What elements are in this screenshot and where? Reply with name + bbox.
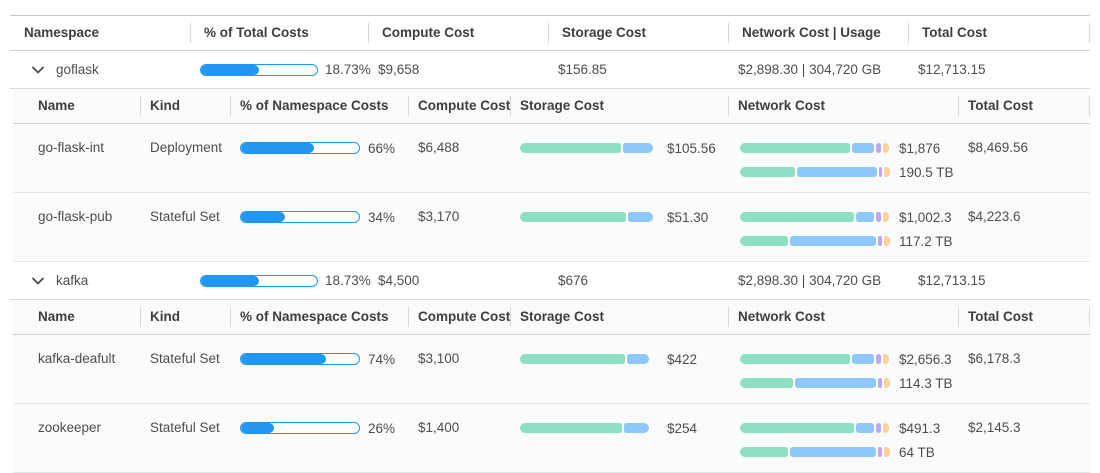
workload-total-cost: $8,469.56	[968, 140, 1029, 155]
workload-row-zookeeper[interactable]: zookeeper Stateful Set 26% $1,400 $254 $…	[13, 404, 1090, 473]
pct-total-costs-value: 18.73%	[325, 273, 371, 288]
pct-namespace-costs-bar	[240, 142, 360, 154]
pct-total-costs-value: 18.73%	[325, 62, 371, 77]
network-cost-bar	[740, 423, 890, 433]
namespace-row-goflask[interactable]: goflask 18.73% $9,658 $156.85 $2,898.30 …	[10, 51, 1090, 89]
workload-kind: Stateful Set	[150, 351, 220, 366]
workload-row-go-flask-int[interactable]: go-flask-int Deployment 66% $6,488 $105.…	[13, 124, 1090, 193]
column-header-pct-total-costs: % of Total Costs	[190, 16, 368, 50]
network-usage-bar	[740, 236, 890, 246]
network-cost-usage-value: $2,898.30 | 304,720 GB	[738, 62, 882, 77]
network-usage-bar	[740, 167, 890, 177]
workload-name: go-flask-int	[38, 140, 105, 155]
workload-compute-cost: $3,100	[418, 351, 460, 366]
subcolumn-header-total-cost: Total Cost	[958, 89, 1090, 123]
subcolumn-header-network-cost: Network Cost	[728, 89, 958, 123]
pct-total-costs-bar	[200, 274, 318, 287]
network-cost-bar	[740, 354, 890, 364]
subcolumn-header-network-cost: Network Cost	[728, 300, 958, 334]
subcolumn-header-total-cost: Total Cost	[958, 300, 1090, 334]
subcolumn-header-kind: Kind	[140, 89, 230, 123]
cost-table: Namespace % of Total Costs Compute Cost …	[10, 15, 1090, 473]
workload-network-cost: $2,656.3	[899, 351, 952, 367]
storage-cost-bar	[520, 354, 658, 364]
storage-cost-value: $676	[558, 273, 589, 288]
chevron-down-icon[interactable]	[32, 277, 44, 285]
pct-namespace-costs-value: 66%	[368, 140, 396, 156]
namespace-row-kafka[interactable]: kafka 18.73% $4,500 $676 $2,898.30 | 304…	[10, 262, 1090, 300]
column-header-network-cost-usage: Network Cost | Usage	[728, 16, 908, 50]
storage-cost-bar	[520, 423, 658, 433]
workloads-subtable-goflask: Name Kind % of Namespace Costs Compute C…	[13, 89, 1090, 262]
network-cost-bar	[740, 143, 890, 153]
workload-total-cost: $4,223.6	[968, 209, 1021, 224]
pct-total-costs-bar	[200, 63, 318, 76]
workloads-subtable-kafka: Name Kind % of Namespace Costs Compute C…	[13, 300, 1090, 473]
subcolumn-header-compute-cost: Compute Cost	[408, 300, 510, 334]
pct-namespace-costs-value: 74%	[368, 351, 396, 367]
workload-network-usage: 117.2 TB	[899, 233, 953, 249]
storage-cost-bar	[520, 143, 658, 153]
workload-network-usage: 190.5 TB	[899, 164, 954, 180]
subcolumn-header-storage-cost: Storage Cost	[510, 89, 728, 123]
network-cost-bar	[740, 212, 890, 222]
workload-row-go-flask-pub[interactable]: go-flask-pub Stateful Set 34% $3,170 $51…	[13, 193, 1090, 262]
workload-storage-cost: $105.56	[667, 140, 716, 156]
pct-namespace-costs-value: 26%	[368, 420, 396, 436]
subtable-header-row: Name Kind % of Namespace Costs Compute C…	[13, 300, 1090, 335]
subcolumn-header-pct-namespace-costs: % of Namespace Costs	[230, 89, 408, 123]
workload-network-cost: $491.3	[899, 420, 941, 436]
network-usage-bar	[740, 378, 890, 388]
column-header-namespace: Namespace	[24, 25, 100, 40]
workload-row-kafka-deafult[interactable]: kafka-deafult Stateful Set 74% $3,100 $4…	[13, 335, 1090, 404]
workload-compute-cost: $1,400	[418, 420, 460, 435]
network-usage-bar	[740, 447, 890, 457]
pct-namespace-costs-bar	[240, 353, 360, 365]
subcolumn-header-kind: Kind	[140, 300, 230, 334]
workload-network-cost: $1,876	[899, 140, 941, 156]
namespace-name: goflask	[56, 62, 99, 77]
subcolumn-header-storage-cost: Storage Cost	[510, 300, 728, 334]
storage-cost-bar	[520, 212, 658, 222]
storage-cost-value: $156.85	[558, 62, 607, 77]
network-cost-usage-value: $2,898.30 | 304,720 GB	[738, 273, 882, 288]
workload-storage-cost: $422	[667, 351, 698, 367]
workload-storage-cost: $51.30	[667, 209, 709, 225]
compute-cost-value: $9,658	[378, 62, 420, 77]
compute-cost-value: $4,500	[378, 273, 420, 288]
column-header-total-cost: Total Cost	[908, 16, 1090, 50]
workload-name: kafka-deafult	[38, 351, 116, 366]
namespace-name: kafka	[56, 273, 89, 288]
pct-namespace-costs-bar	[240, 422, 360, 434]
workload-name: zookeeper	[38, 420, 102, 435]
workload-network-usage: 114.3 TB	[899, 375, 953, 391]
table-header-row: Namespace % of Total Costs Compute Cost …	[10, 15, 1090, 51]
total-cost-value: $12,713.15	[918, 273, 986, 288]
workload-storage-cost: $254	[667, 420, 698, 436]
subcolumn-header-name: Name	[38, 98, 75, 113]
workload-name: go-flask-pub	[38, 209, 113, 224]
workload-network-usage: 64 TB	[899, 444, 935, 460]
workload-compute-cost: $6,488	[418, 140, 460, 155]
pct-namespace-costs-bar	[240, 211, 360, 223]
subcolumn-header-pct-namespace-costs: % of Namespace Costs	[230, 300, 408, 334]
workload-total-cost: $6,178.3	[968, 351, 1021, 366]
total-cost-value: $12,713.15	[918, 62, 986, 77]
workload-kind: Stateful Set	[150, 420, 220, 435]
pct-namespace-costs-value: 34%	[368, 209, 396, 225]
chevron-down-icon[interactable]	[32, 66, 44, 74]
column-header-compute-cost: Compute Cost	[368, 16, 548, 50]
workload-compute-cost: $3,170	[418, 209, 460, 224]
column-header-storage-cost: Storage Cost	[548, 16, 728, 50]
workload-kind: Stateful Set	[150, 209, 220, 224]
subcolumn-header-compute-cost: Compute Cost	[408, 89, 510, 123]
workload-kind: Deployment	[150, 140, 223, 155]
subcolumn-header-name: Name	[38, 309, 75, 324]
workload-network-cost: $1,002.3	[899, 209, 952, 225]
workload-total-cost: $2,145.3	[968, 420, 1021, 435]
subtable-header-row: Name Kind % of Namespace Costs Compute C…	[13, 89, 1090, 124]
